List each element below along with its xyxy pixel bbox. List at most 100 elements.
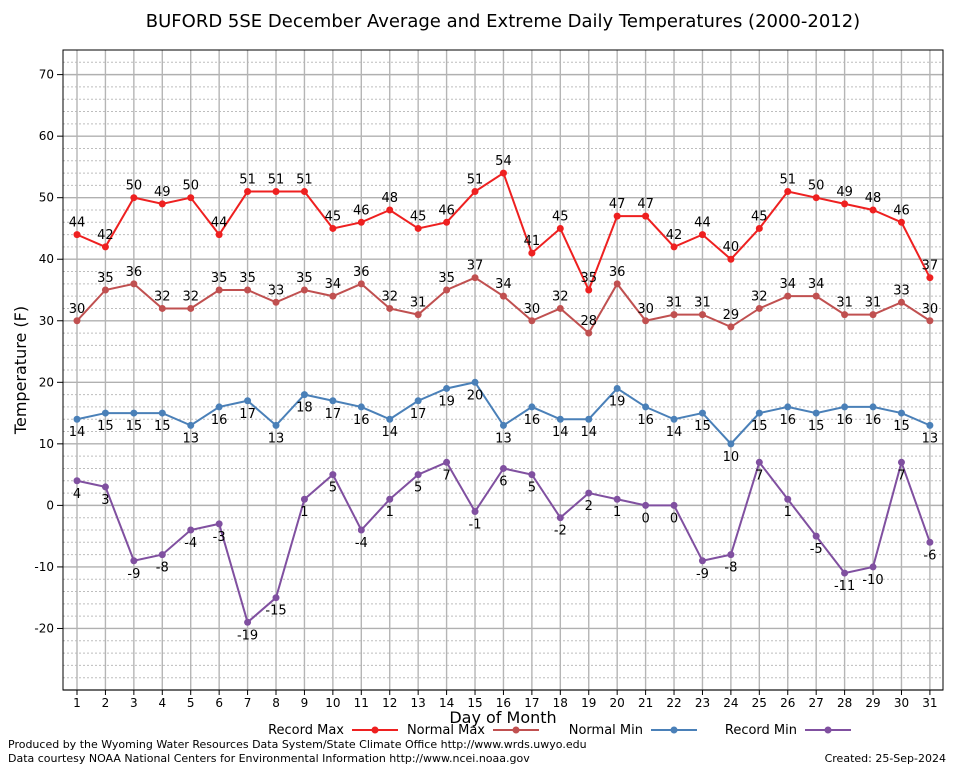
data-point [443, 218, 451, 226]
data-label: 30 [69, 302, 86, 317]
data-label: 54 [495, 154, 512, 169]
data-label: -4 [355, 536, 368, 551]
data-point [73, 415, 81, 423]
data-label: 32 [552, 289, 569, 304]
data-label: 35 [296, 271, 313, 286]
y-tick-label: 10 [39, 437, 54, 451]
data-point [784, 188, 792, 196]
data-label: 14 [381, 425, 398, 440]
x-tick-label: 16 [496, 696, 511, 710]
data-point [158, 200, 166, 208]
data-point [414, 224, 422, 232]
data-label: -11 [834, 579, 855, 594]
data-label: 14 [552, 425, 569, 440]
data-label: 7 [442, 468, 450, 483]
data-label: -8 [724, 561, 737, 576]
data-label: 35 [239, 271, 256, 286]
data-label: 16 [836, 413, 853, 428]
legend-label: Record Max [268, 723, 344, 738]
x-tick-label: 7 [244, 696, 252, 710]
data-point [613, 384, 621, 392]
data-label: 31 [410, 296, 427, 311]
data-point [812, 292, 820, 300]
data-label: -1 [469, 518, 482, 533]
data-point [556, 304, 564, 312]
data-point [414, 471, 422, 479]
data-label: 1 [784, 505, 792, 520]
x-tick-label: 12 [382, 696, 397, 710]
data-label: 5 [414, 481, 422, 496]
x-axis-label: Day of Month [449, 708, 556, 727]
data-label: 13 [182, 431, 199, 446]
data-label: 51 [296, 173, 313, 188]
data-label: 37 [467, 259, 484, 274]
y-tick-label: -20 [34, 621, 54, 635]
data-point [755, 304, 763, 312]
data-point [300, 188, 308, 196]
data-point [556, 514, 564, 522]
data-point [73, 231, 81, 239]
x-tick-label: 6 [215, 696, 223, 710]
data-label: -9 [127, 567, 140, 582]
x-tick-label: 5 [187, 696, 195, 710]
data-label: 42 [97, 228, 114, 243]
data-label: 50 [126, 179, 143, 194]
data-point [443, 286, 451, 294]
legend-label: Record Min [725, 723, 797, 738]
data-label: 18 [296, 401, 313, 416]
series-record-max: 44 42 50 49 50 44 51 51 51 45 46 48 45 46 51 54 41 45 35 47… [69, 154, 938, 294]
data-point [357, 526, 365, 534]
data-point [642, 317, 650, 325]
data-label: 51 [268, 173, 285, 188]
data-point [841, 403, 849, 411]
data-point [215, 403, 223, 411]
data-label: 40 [723, 240, 740, 255]
data-label: 45 [410, 209, 427, 224]
data-label: 16 [524, 413, 541, 428]
data-label: 15 [97, 419, 114, 434]
data-label: 15 [154, 419, 171, 434]
data-label: 30 [524, 302, 541, 317]
x-tick-label: 10 [325, 696, 340, 710]
data-point [727, 551, 735, 559]
data-label: 42 [666, 228, 683, 243]
data-label: 32 [381, 289, 398, 304]
data-point [812, 532, 820, 540]
data-point [841, 200, 849, 208]
data-label: 51 [467, 173, 484, 188]
data-label: -5 [810, 542, 823, 557]
data-label: 4 [73, 487, 81, 502]
data-point [528, 403, 536, 411]
data-point [357, 280, 365, 288]
data-label: 14 [666, 425, 683, 440]
data-label: 46 [353, 203, 370, 218]
data-point [698, 231, 706, 239]
data-label: 14 [69, 425, 86, 440]
y-tick-label: 70 [39, 68, 54, 82]
x-tick-label: 20 [610, 696, 625, 710]
data-label: 32 [751, 289, 768, 304]
data-label: -10 [862, 573, 883, 588]
data-label: 1 [386, 505, 394, 520]
x-tick-label: 2 [102, 696, 110, 710]
data-point [272, 594, 280, 602]
data-label: 46 [893, 203, 910, 218]
data-point [101, 243, 109, 251]
data-label: -6 [923, 548, 936, 563]
x-tick-label: 30 [894, 696, 909, 710]
data-point [670, 243, 678, 251]
data-point [158, 551, 166, 559]
data-point [187, 526, 195, 534]
data-label: 35 [438, 271, 455, 286]
data-point [101, 286, 109, 294]
data-point [300, 286, 308, 294]
data-label: 29 [723, 308, 740, 323]
data-label: 15 [751, 419, 768, 434]
data-label: 44 [69, 216, 86, 231]
data-label: 15 [808, 419, 825, 434]
data-point [215, 231, 223, 239]
data-label: 44 [694, 216, 711, 231]
data-label: 1 [613, 505, 621, 520]
data-label: -2 [554, 524, 567, 539]
